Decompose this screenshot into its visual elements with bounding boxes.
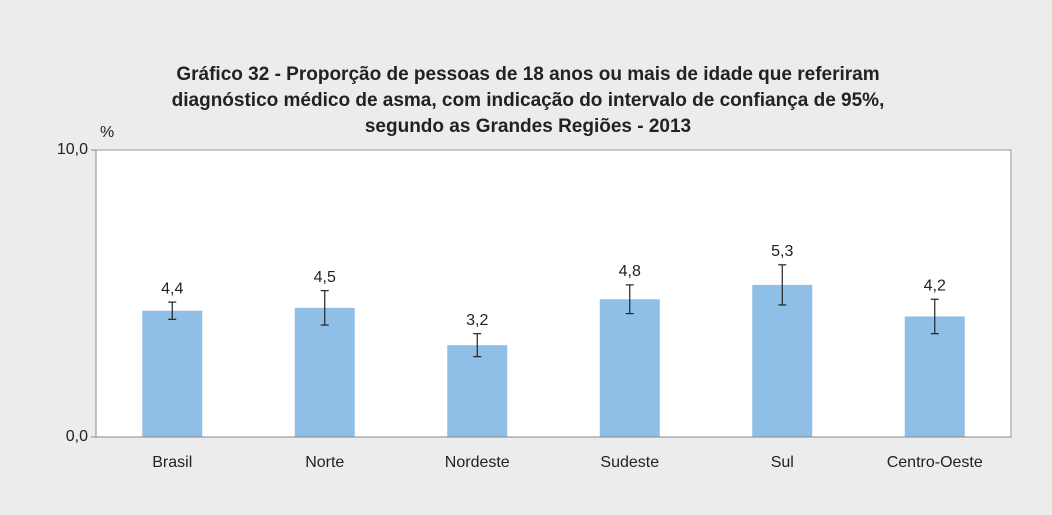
bar <box>599 299 660 437</box>
y-tick-label: 0,0 <box>66 428 88 445</box>
error-bar <box>778 264 787 306</box>
data-label: 3,2 <box>466 312 488 329</box>
y-axis-label: % <box>100 124 114 141</box>
x-tick-label: Brasil <box>152 454 192 471</box>
bar <box>904 316 965 437</box>
x-tick-label: Nordeste <box>445 454 510 471</box>
data-label: 4,2 <box>924 277 946 294</box>
chart-title: Gráfico 32 - Proporção de pessoas de 18 … <box>176 64 879 85</box>
bar <box>447 345 508 437</box>
data-label: 4,5 <box>314 269 336 286</box>
chart-title: segundo as Grandes Regiões - 2013 <box>365 116 691 137</box>
data-label: 4,8 <box>619 263 641 280</box>
bar <box>142 310 203 437</box>
x-tick-label: Sul <box>771 454 794 471</box>
bar <box>752 284 813 437</box>
x-tick-label: Centro-Oeste <box>887 454 983 471</box>
error-bar <box>473 333 482 358</box>
x-tick-label: Sudeste <box>600 454 659 471</box>
x-tick-label: Norte <box>305 454 344 471</box>
error-bar <box>625 284 634 315</box>
error-bar <box>320 290 329 326</box>
plot-area <box>95 149 1012 438</box>
chart-title: diagnóstico médico de asma, com indicaçã… <box>172 90 885 111</box>
data-label: 5,3 <box>771 243 793 260</box>
data-label: 4,4 <box>161 280 183 297</box>
bar <box>294 307 355 437</box>
error-bar <box>930 298 939 335</box>
error-bar <box>168 301 177 320</box>
y-tick-label: 10,0 <box>57 141 88 158</box>
